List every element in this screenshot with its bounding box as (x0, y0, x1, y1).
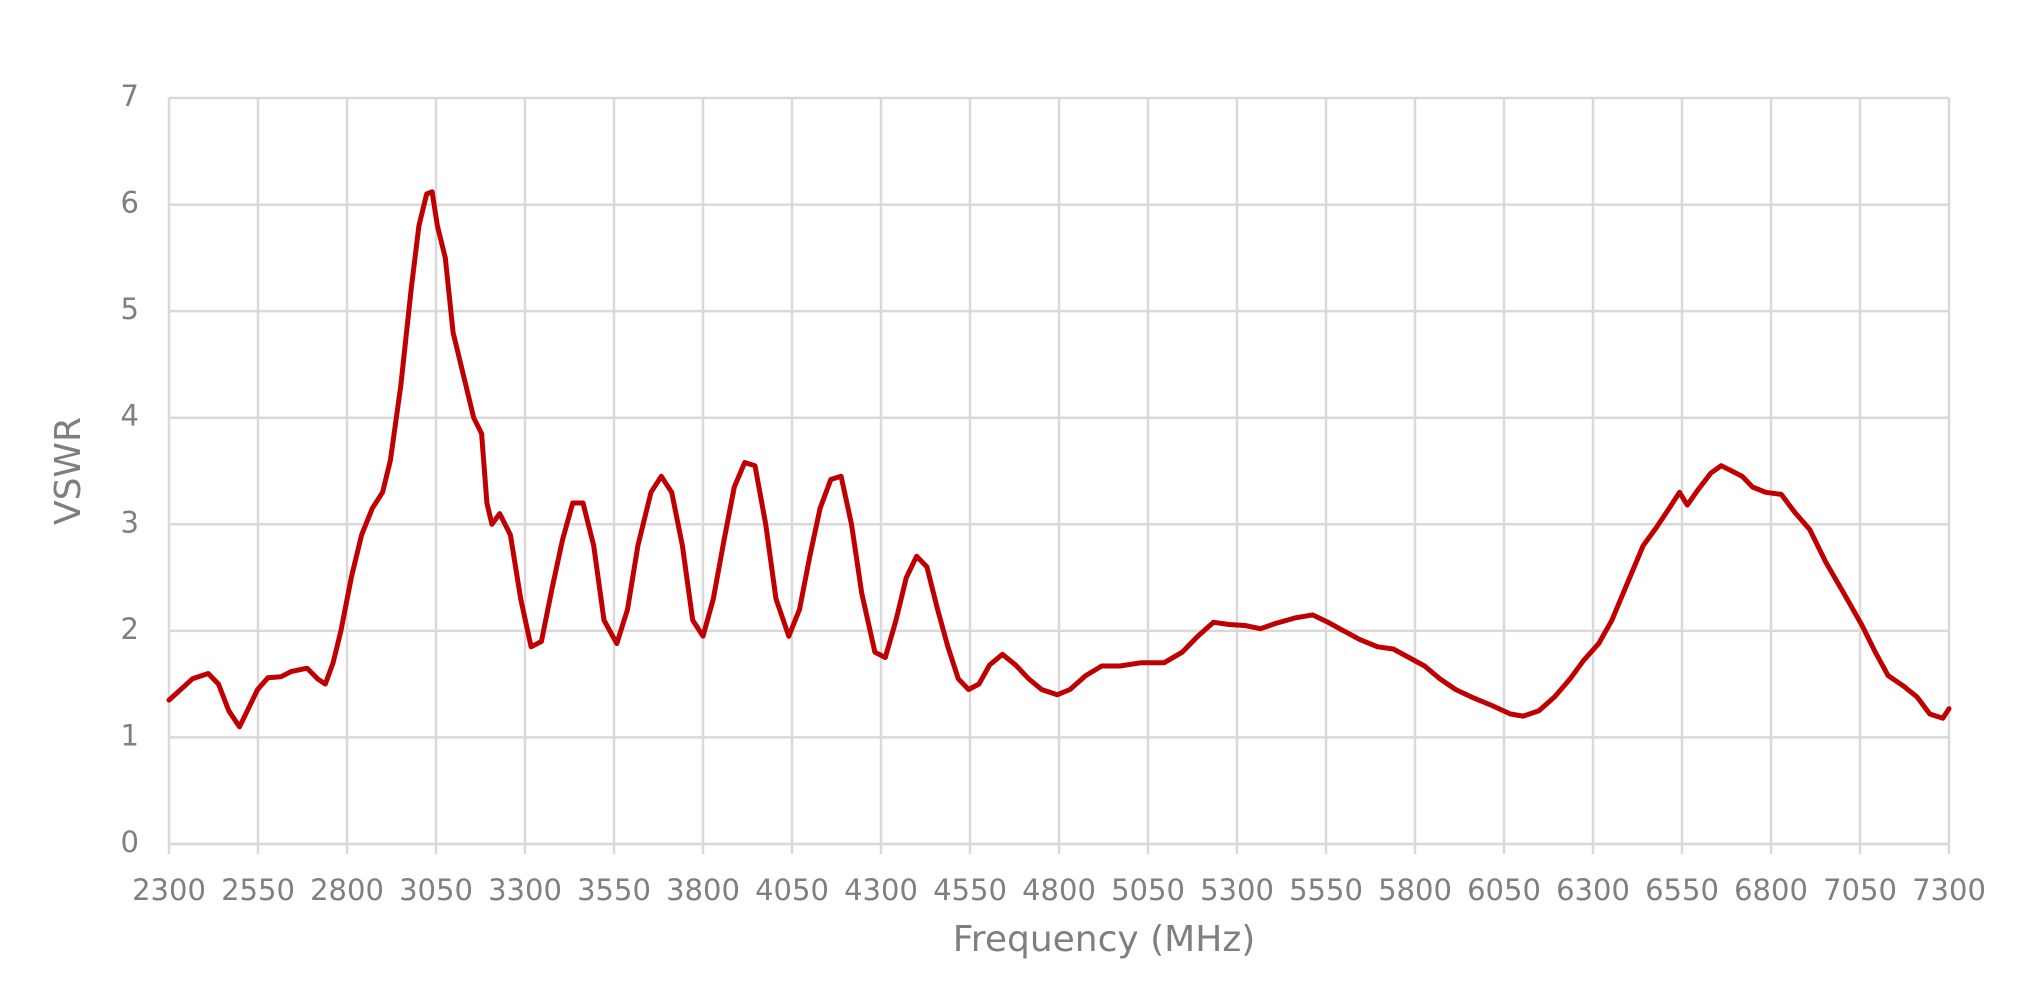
x-tick-label: 2800 (310, 873, 384, 907)
x-tick-label: 3050 (399, 873, 473, 907)
x-tick-label: 3550 (577, 873, 651, 907)
y-tick-label: 5 (121, 292, 139, 326)
x-tick-label: 5550 (1289, 873, 1363, 907)
x-tick-label: 2550 (221, 873, 295, 907)
x-tick-label: 4300 (844, 873, 918, 907)
x-tick-label: 2300 (132, 873, 206, 907)
x-tick-label: 4550 (933, 873, 1007, 907)
y-tick-label: 6 (121, 186, 139, 220)
y-tick-label: 1 (121, 718, 139, 752)
y-tick-label: 2 (121, 612, 139, 646)
y-tick-label: 0 (121, 825, 139, 859)
x-tick-label: 5300 (1200, 873, 1274, 907)
x-tick-label: 5050 (1111, 873, 1185, 907)
y-tick-label: 3 (121, 505, 139, 539)
x-tick-label: 3300 (488, 873, 562, 907)
x-tick-label: 6550 (1645, 873, 1719, 907)
y-tick-label: 7 (121, 79, 139, 113)
x-tick-label: 4800 (1022, 873, 1096, 907)
x-tick-label: 5800 (1378, 873, 1452, 907)
data-line (166, 189, 1952, 730)
y-axis-title: VSWR (48, 417, 89, 525)
x-tick-label: 3800 (666, 873, 740, 907)
x-tick-label: 6050 (1467, 873, 1541, 907)
x-tick-label: 4050 (755, 873, 829, 907)
x-axis-title: Frequency (MHz) (953, 919, 1256, 960)
x-tick-label: 7300 (1912, 873, 1986, 907)
x-tick-label: 6800 (1734, 873, 1808, 907)
x-tick-label: 7050 (1823, 873, 1897, 907)
y-tick-label: 4 (121, 399, 139, 433)
x-tick-label: 6300 (1556, 873, 1630, 907)
